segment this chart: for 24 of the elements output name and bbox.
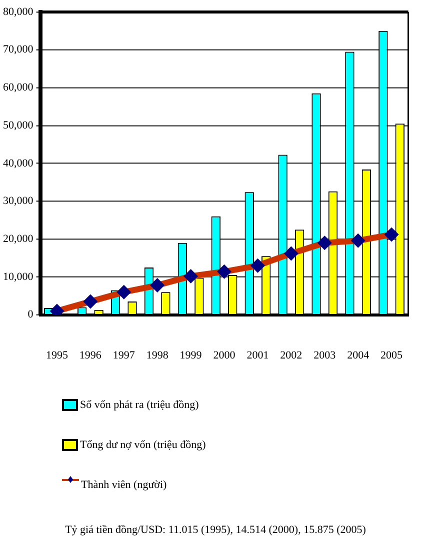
x-tick-label: 2003: [314, 349, 336, 362]
x-tick-label: 2002: [280, 349, 302, 362]
x-tick-label: 2001: [246, 349, 269, 362]
x-tick-label: 2005: [380, 349, 404, 362]
y-tick-label: 0: [28, 308, 34, 321]
x-tick-label: 1998: [146, 349, 169, 362]
y-tick-label: 50,000: [3, 119, 34, 132]
x-tick-label: 1997: [112, 349, 136, 362]
y-tick-label: 10,000: [3, 270, 34, 283]
y-tick-label: 20,000: [3, 232, 34, 245]
x-tick-label: 2004: [347, 349, 370, 362]
y-tick-label: 40,000: [3, 157, 34, 170]
x-tick-label: 1999: [180, 349, 202, 362]
y-tick-label: 70,000: [3, 44, 34, 56]
x-tick-label: 1995: [46, 349, 68, 362]
legend-label: Thành viên (người): [81, 479, 167, 491]
y-tick-label: 80,000: [3, 6, 34, 18]
text: Tỷ giá tiền đồng/USD: 11.015 (1995), 14.514 (2000), 15.875 (2005): [64, 524, 367, 536]
legend-label: Số vốn phát ra (triệu đồng): [80, 399, 199, 411]
y-tick-label: 30,000: [3, 195, 34, 208]
y-tick-label: 60,000: [3, 82, 34, 94]
x-tick-label: 2000: [213, 349, 236, 362]
x-tick-label: 1996: [79, 349, 102, 362]
legend-label: Tổng dư nợ vốn (triệu đồng): [80, 439, 206, 451]
